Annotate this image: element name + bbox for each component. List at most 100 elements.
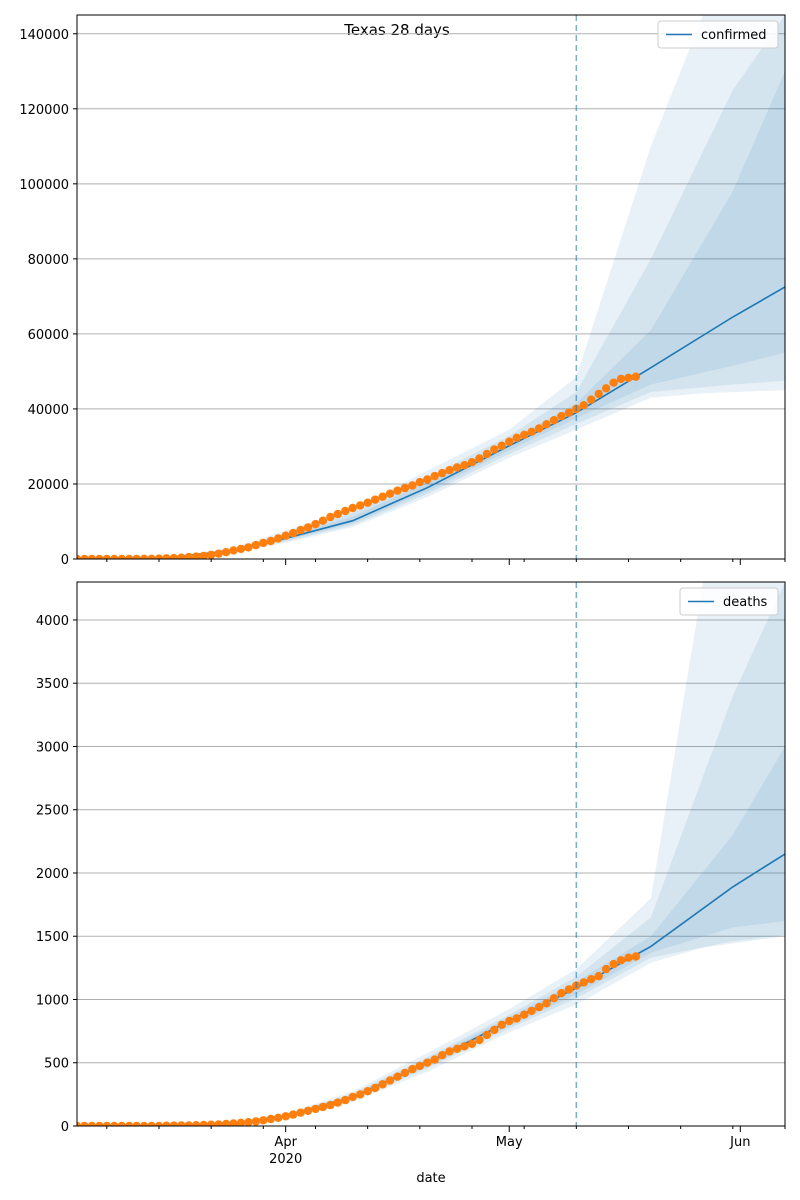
data-point	[117, 554, 126, 559]
data-point	[482, 1030, 492, 1040]
data-point	[564, 985, 574, 994]
data-point	[281, 531, 290, 540]
y-tick-label: 3000	[36, 740, 69, 755]
data-point	[296, 525, 305, 535]
data-point	[587, 975, 596, 984]
y-tick-label: 100000	[19, 178, 69, 193]
data-point	[326, 1100, 335, 1110]
data-point	[296, 1108, 305, 1117]
data-point	[497, 441, 506, 450]
data-point	[147, 554, 156, 559]
data-point	[288, 528, 298, 538]
data-point	[318, 1102, 328, 1112]
data-point	[333, 509, 342, 519]
data-point	[393, 486, 402, 495]
data-point	[139, 554, 149, 559]
data-point	[475, 1035, 484, 1045]
data-point	[236, 1118, 246, 1126]
data-point	[631, 952, 641, 961]
data-point	[631, 372, 641, 381]
data-point	[512, 433, 521, 442]
data-point	[490, 445, 499, 454]
y-tick-label: 40000	[28, 403, 69, 418]
data-point	[557, 989, 566, 998]
data-point	[162, 554, 171, 559]
uncertainty-band-2	[77, 15, 785, 559]
data-point	[370, 1083, 380, 1093]
data-point	[251, 1117, 261, 1126]
data-point	[147, 1121, 156, 1126]
data-point	[303, 1106, 313, 1116]
data-point	[370, 495, 380, 504]
y-tick-label: 2500	[36, 804, 69, 819]
data-point	[505, 1016, 514, 1026]
data-point	[274, 1113, 283, 1123]
data-point	[192, 552, 201, 559]
data-point	[393, 1072, 402, 1081]
axes-frame	[76, 581, 786, 1127]
data-point	[452, 1044, 462, 1054]
data-point	[587, 395, 596, 404]
y-tick-label: 0	[61, 1120, 69, 1135]
y-tick-label: 3500	[36, 677, 69, 692]
data-point	[385, 489, 395, 498]
data-point	[385, 1076, 395, 1085]
data-point	[363, 1087, 372, 1096]
data-point	[430, 1055, 439, 1064]
data-point	[400, 1068, 410, 1078]
uncertainty-band-1	[77, 582, 785, 1126]
data-point	[408, 481, 417, 490]
y-tick-label: 500	[44, 1057, 69, 1072]
data-point	[125, 554, 134, 559]
legend: confirmed	[657, 20, 779, 49]
data-point	[467, 458, 477, 467]
data-point	[363, 498, 372, 507]
y-tick-label: 140000	[19, 28, 69, 43]
data-point	[527, 1006, 536, 1016]
data-point	[445, 465, 454, 475]
data-point	[549, 994, 559, 1003]
data-point	[438, 1051, 447, 1060]
plot-area	[77, 582, 785, 1126]
data-point	[259, 1116, 268, 1125]
data-point	[348, 1092, 357, 1102]
data-point	[169, 1121, 179, 1126]
x-tick-label: Jun	[729, 1135, 750, 1150]
data-point	[542, 999, 551, 1008]
y-tick-label: 20000	[28, 478, 69, 493]
data-point	[542, 420, 551, 429]
x-axis-ticks: Apr 2020 May Jun	[269, 1135, 750, 1167]
data-point	[77, 554, 82, 559]
data-point	[326, 512, 335, 522]
data-point	[348, 503, 357, 513]
data-point	[579, 978, 588, 987]
data-point	[423, 475, 432, 484]
data-point	[274, 534, 283, 543]
data-point	[445, 1047, 454, 1056]
data-point	[341, 506, 350, 516]
data-point	[281, 1112, 290, 1121]
axes-frame	[76, 14, 786, 560]
data-point	[80, 1121, 89, 1126]
data-point	[490, 1025, 499, 1035]
data-point	[95, 554, 104, 559]
legend: deaths	[679, 587, 779, 616]
legend-box	[679, 587, 779, 616]
data-point	[117, 1121, 126, 1126]
data-point	[125, 1121, 134, 1126]
data-point	[460, 461, 469, 470]
data-point	[601, 964, 611, 974]
data-point	[601, 384, 611, 393]
data-point	[206, 1120, 216, 1126]
data-point	[80, 554, 89, 559]
data-point	[512, 1014, 521, 1023]
x-tick-label: May	[496, 1135, 523, 1150]
data-point	[214, 1120, 223, 1126]
data-point	[527, 427, 536, 436]
data-point	[378, 492, 387, 501]
y-tick-label: 120000	[19, 103, 69, 118]
data-point	[609, 378, 618, 387]
data-point	[505, 437, 514, 446]
data-point	[438, 468, 447, 478]
